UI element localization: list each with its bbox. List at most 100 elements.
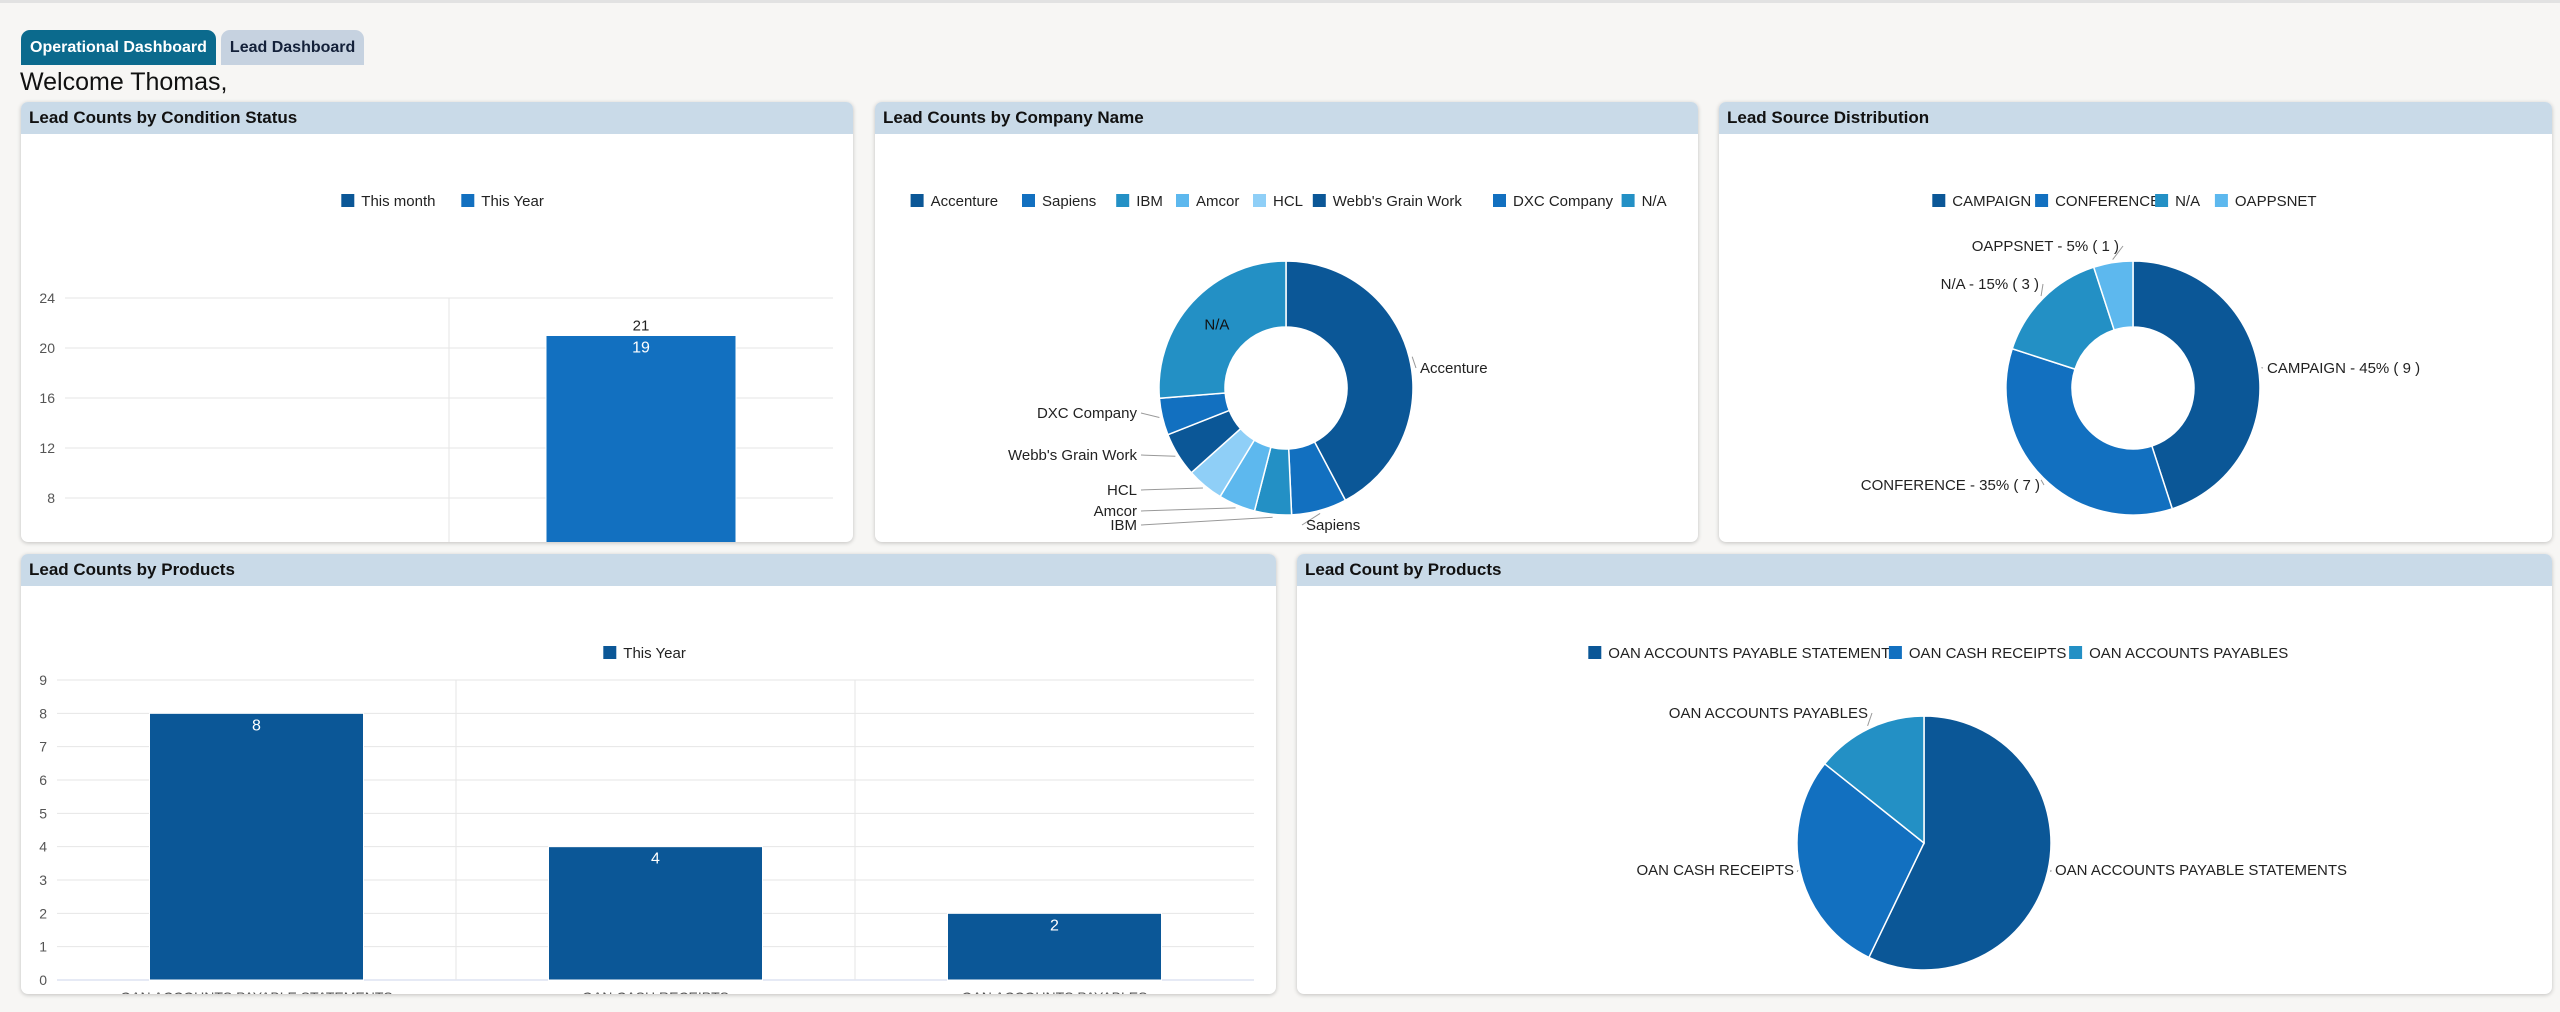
panel-title: Lead Source Distribution (1719, 102, 2552, 134)
connector-line (1140, 516, 1273, 526)
company-name-chart: Accenture Sapiens IBM Amcor HCL Webb's Grain … (910, 193, 1667, 534)
y-tick-label: 8 (39, 705, 47, 721)
data-label: DXC Company (1037, 405, 1138, 422)
data-label: HCL (1107, 482, 1137, 499)
legend-swatch (2069, 646, 2083, 659)
connector-line (1796, 869, 1799, 873)
y-tick-label: 12 (39, 440, 55, 456)
data-label: Amcor (1094, 503, 1137, 520)
legend-swatch (1116, 194, 1130, 207)
legend-label: OAN ACCOUNTS PAYABLE STATEMENTS (1608, 645, 1900, 662)
pie-slice (1867, 715, 2052, 971)
tab-operational-dashboard[interactable]: Operational Dashboard (21, 30, 216, 65)
data-label: OAN CASH RECEIPTS (1636, 862, 1794, 879)
legend-swatch (1621, 194, 1635, 207)
pie-slice (1158, 260, 1287, 400)
x-tick-label: OAN ACCOUNTS PAYABLE STATEMENTS (120, 989, 393, 994)
legend-label: Accenture (931, 193, 999, 210)
bar (548, 846, 763, 981)
data-label: 2 (1050, 917, 1059, 934)
panel-title: Lead Counts by Company Name (875, 102, 1698, 134)
data-label: CONFERENCE - 35% ( 7 ) (1861, 477, 2040, 494)
connector-line (1140, 412, 1160, 418)
tab-bar: Operational Dashboard Lead Dashboard (21, 30, 365, 65)
legend-swatch (1253, 194, 1266, 207)
data-label: OAN ACCOUNTS PAYABLE STATEMENTS (2055, 862, 2347, 879)
legend-label: Webb's Grain Work (1333, 193, 1463, 210)
connector-line (1140, 454, 1176, 457)
y-tick-label: 0 (39, 972, 47, 988)
legend-label: IBM (1136, 193, 1163, 210)
panel-title: Lead Counts by Condition Status (21, 102, 853, 134)
legend-swatch (1022, 194, 1035, 207)
legend-label: OAPPSNET (2235, 193, 2317, 210)
connector-line (2040, 479, 2045, 486)
welcome-message: Welcome Thomas, (20, 68, 228, 96)
legend-swatch (1932, 194, 1946, 207)
legend-label: OAN ACCOUNTS PAYABLES (2089, 645, 2288, 662)
legend-swatch (461, 194, 475, 207)
y-tick-label: 20 (39, 340, 55, 356)
data-label: N/A (1204, 316, 1229, 333)
data-label: OAN ACCOUNTS PAYABLES (1669, 705, 1868, 722)
panel-lead-source: Lead Source Distribution CAMPAIGN CONFERE… (1719, 102, 2552, 542)
legend-swatch (1493, 194, 1506, 207)
x-tick-label: OAN CASH RECEIPTS (582, 989, 729, 994)
legend-swatch (1176, 194, 1189, 207)
products-bar-chart: This Year 0 1 2 3 4 5 6 7 8 9 8 OAN ACCOUNTS PAYABLE… (39, 645, 1254, 994)
data-label: Accenture (1420, 360, 1488, 377)
legend-swatch (603, 646, 617, 659)
data-label: CAMPAIGN - 45% ( 9 ) (2267, 360, 2420, 377)
lead-source-chart: CAMPAIGN CONFERENCE N/A OAPPSNET CAMPAIGN - … (1861, 193, 2420, 516)
data-label: IBM (1110, 517, 1137, 534)
connector-line (1140, 487, 1203, 491)
legend-label: CONFERENCE (2055, 193, 2160, 210)
pie-slice (2132, 260, 2261, 510)
connector-line (2112, 245, 2124, 260)
data-label: N/A - 15% ( 3 ) (1941, 276, 2039, 293)
y-tick-label: 16 (39, 390, 55, 406)
pie-slice (2092, 260, 2134, 331)
legend-label: OAN CASH RECEIPTS (1909, 645, 2067, 662)
panel-title: Lead Counts by Products (21, 554, 1276, 586)
legend-swatch (1888, 646, 1902, 659)
tab-lead-dashboard[interactable]: Lead Dashboard (220, 30, 365, 65)
legend-swatch (2035, 194, 2049, 207)
bar (149, 712, 364, 981)
y-tick-label: 5 (39, 805, 47, 821)
legend-swatch (2214, 194, 2228, 207)
legend-swatch (1312, 194, 1326, 207)
x-tick-label: OAN ACCOUNTS PAYABLES (962, 989, 1148, 994)
legend-label: Sapiens (1042, 193, 1096, 210)
y-tick-label: 1 (39, 939, 47, 955)
pie-slice (1285, 260, 1414, 502)
connector-line (1301, 513, 1321, 526)
y-tick-label: 24 (39, 290, 55, 306)
panel-condition-status: Lead Counts by Condition Status This mon… (21, 102, 853, 542)
legend-label: CAMPAIGN (1952, 193, 2031, 210)
y-tick-label: 2 (39, 905, 47, 921)
y-tick-label: 9 (39, 672, 47, 688)
legend-label: DXC Company (1513, 193, 1614, 210)
pie-slice (1823, 715, 1925, 845)
legend-label: Amcor (1196, 193, 1239, 210)
legend-label: This month (361, 193, 435, 210)
y-tick-label: 4 (39, 839, 47, 855)
legend-label: This Year (481, 193, 544, 210)
legend-label: This Year (623, 645, 686, 662)
panel-title: Lead Count by Products (1297, 554, 2552, 586)
legend-swatch (1588, 646, 1602, 659)
panel-company-name: Lead Counts by Company Name Accenture Sap… (875, 102, 1698, 542)
data-label: 8 (252, 717, 261, 734)
legend-label: N/A (2175, 193, 2200, 210)
legend-swatch (341, 194, 355, 207)
legend-label: HCL (1273, 193, 1303, 210)
total-label: 21 (633, 318, 650, 335)
pie-slice (1796, 762, 1925, 959)
y-tick-label: 4 (47, 540, 55, 542)
y-tick-label: 6 (39, 772, 47, 788)
connector-line (2040, 283, 2044, 297)
products-pie-chart: OAN ACCOUNTS PAYABLE STATEMENTS OAN CASH … (1588, 645, 2347, 971)
y-tick-label: 7 (39, 739, 47, 755)
